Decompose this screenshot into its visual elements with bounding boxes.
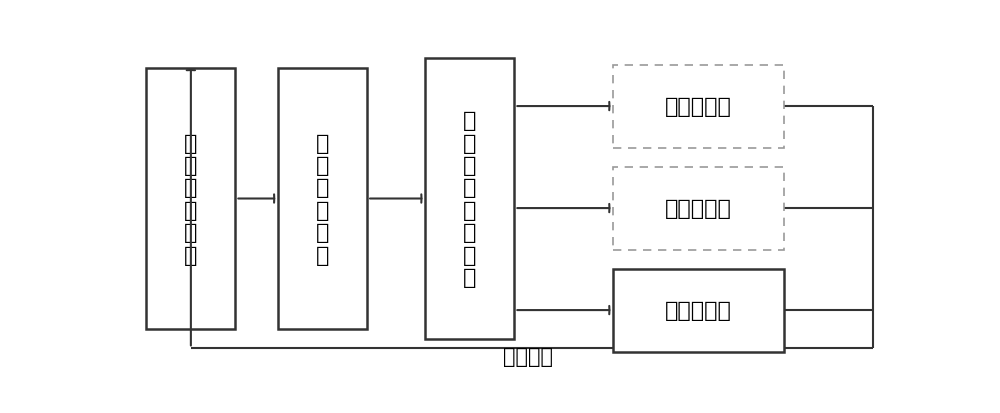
Text: 机
器
人
控
制
器: 机 器 人 控 制 器	[316, 133, 329, 265]
Text: 步
相
切
换
判
断: 步 相 切 换 判 断	[184, 133, 198, 265]
Bar	[278, 69, 367, 330]
Bar	[146, 69, 235, 330]
Text: 角度传感器: 角度传感器	[665, 199, 732, 218]
Bar	[613, 269, 784, 351]
Text: 外
骨
骼
助
残
机
器
人: 外 骨 骼 助 残 机 器 人	[463, 111, 477, 287]
Bar	[425, 59, 514, 339]
Bar	[613, 65, 784, 148]
Text: 姿态传感器: 姿态传感器	[665, 97, 732, 117]
Bar	[613, 167, 784, 250]
Text: 传感信息: 传感信息	[503, 347, 553, 366]
Text: 压力传感器: 压力传感器	[665, 300, 732, 320]
